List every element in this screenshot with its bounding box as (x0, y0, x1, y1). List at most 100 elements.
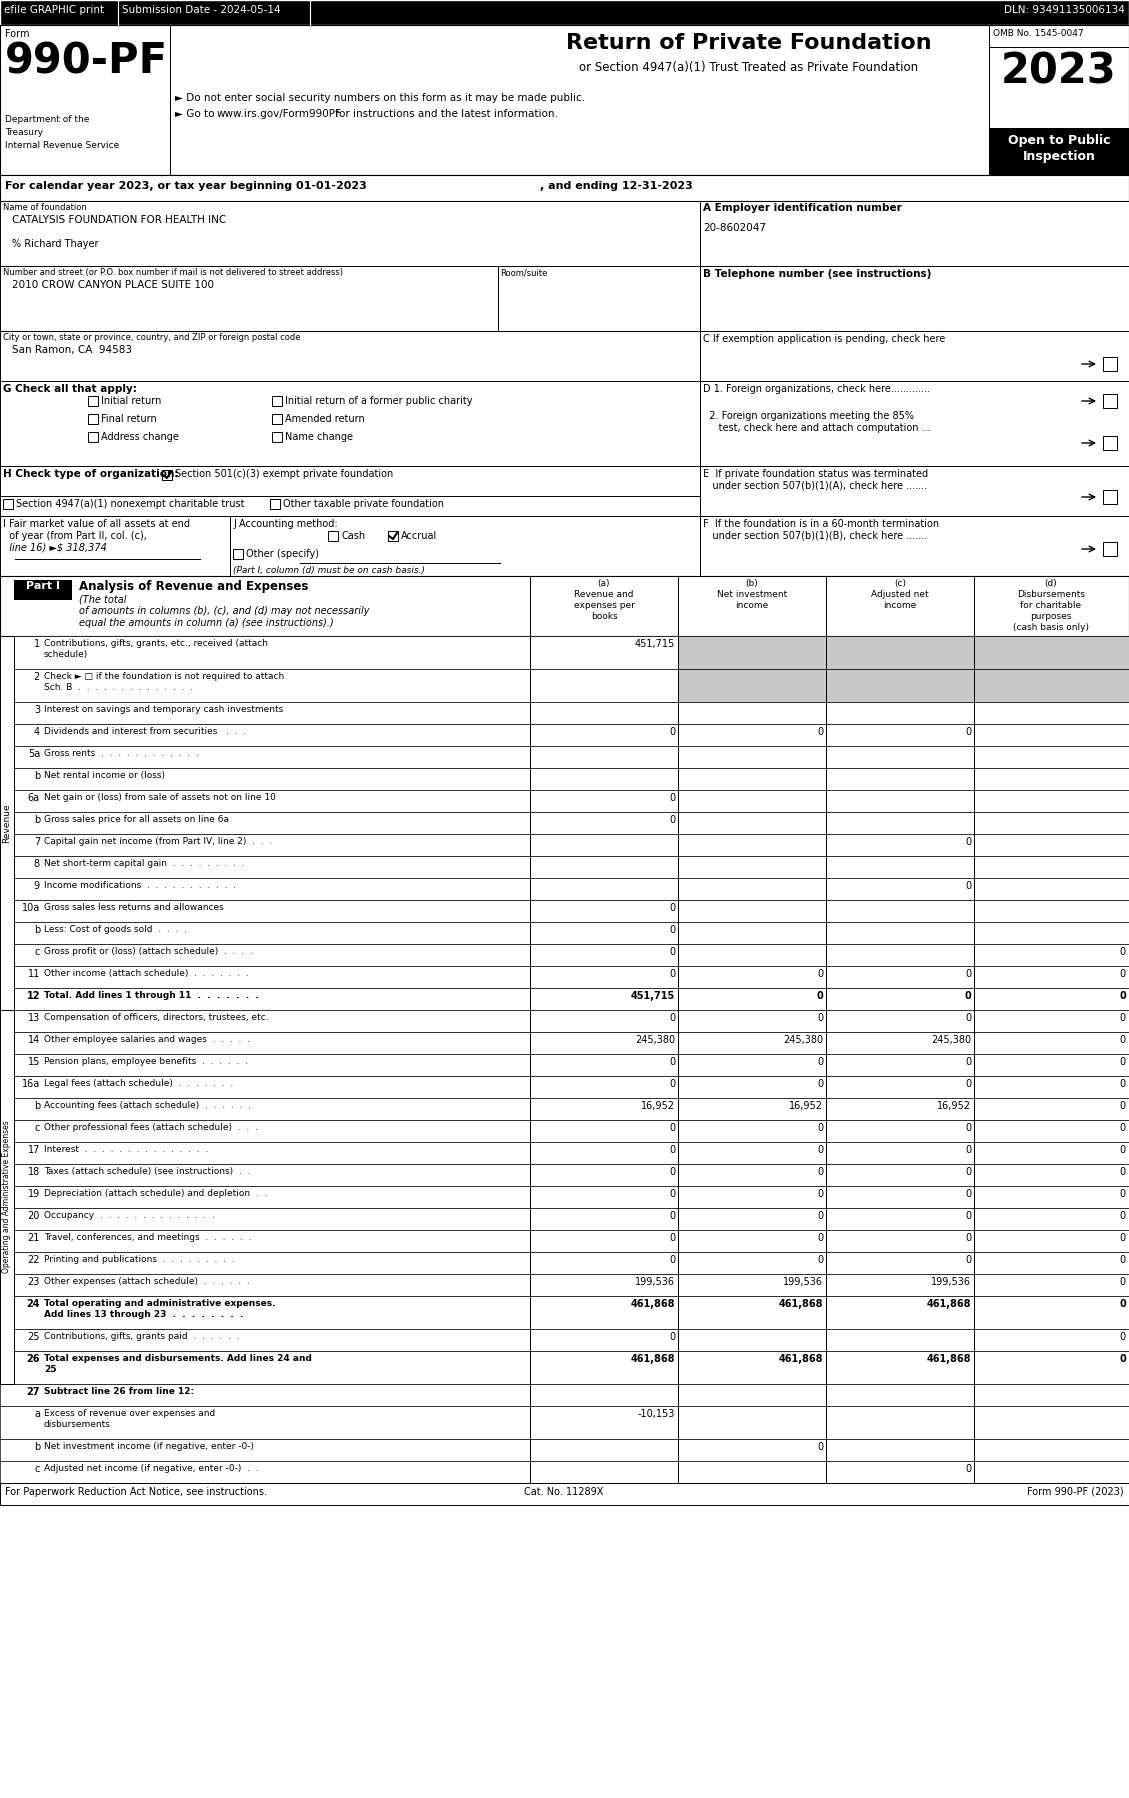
Bar (0, 1329, 1129, 1350)
Bar (700, 201, 1129, 575)
Text: 0: 0 (817, 1057, 823, 1066)
Text: Disbursements: Disbursements (1017, 590, 1085, 599)
Text: 0: 0 (1119, 1354, 1126, 1365)
Text: Net investment income (if negative, enter -0-): Net investment income (if negative, ente… (44, 1442, 254, 1451)
Text: F  If the foundation is in a 60-month termination: F If the foundation is in a 60-month ter… (703, 520, 939, 529)
Text: 0: 0 (817, 1167, 823, 1178)
Text: (Part I, column (d) must be on cash basis.): (Part I, column (d) must be on cash basi… (233, 566, 425, 575)
Text: A Employer identification number: A Employer identification number (703, 203, 902, 212)
Bar (826, 669, 974, 701)
Text: 24: 24 (26, 1298, 40, 1309)
Text: of year (from Part II, col. (c),: of year (from Part II, col. (c), (3, 530, 147, 541)
Text: B Telephone number (see instructions): B Telephone number (see instructions) (703, 270, 931, 279)
Text: or Section 4947(a)(1) Trust Treated as Private Foundation: or Section 4947(a)(1) Trust Treated as P… (579, 61, 919, 74)
Text: Amended return: Amended return (285, 414, 365, 424)
Text: Compensation of officers, directors, trustees, etc.: Compensation of officers, directors, tru… (44, 1012, 269, 1021)
Text: Net investment: Net investment (717, 590, 787, 599)
Text: 16,952: 16,952 (641, 1100, 675, 1111)
Text: Interest on savings and temporary cash investments: Interest on savings and temporary cash i… (44, 705, 283, 714)
Text: 0: 0 (668, 1124, 675, 1133)
Text: Form: Form (5, 29, 29, 40)
Text: 13: 13 (28, 1012, 40, 1023)
Text: Total operating and administrative expenses.: Total operating and administrative expen… (44, 1298, 275, 1307)
Text: Open to Public: Open to Public (1008, 135, 1110, 147)
Text: 0: 0 (817, 1212, 823, 1221)
Text: Adjusted net: Adjusted net (872, 590, 929, 599)
Bar (0, 877, 1129, 901)
Bar (0, 1099, 1129, 1120)
Text: 461,868: 461,868 (630, 1298, 675, 1309)
Text: b: b (34, 771, 40, 780)
Text: b: b (34, 814, 40, 825)
Text: under section 507(b)(1)(B), check here .......: under section 507(b)(1)(B), check here .… (703, 530, 927, 541)
Bar (0, 174, 1129, 201)
Text: CATALYSIS FOUNDATION FOR HEALTH INC: CATALYSIS FOUNDATION FOR HEALTH INC (12, 216, 226, 225)
Text: DLN: 93491135006134: DLN: 93491135006134 (1004, 5, 1124, 14)
Text: Other expenses (attach schedule)  .  .  .  .  .  .: Other expenses (attach schedule) . . . .… (44, 1277, 250, 1286)
Text: Accounting fees (attach schedule)  .  .  .  .  .  .: Accounting fees (attach schedule) . . . … (44, 1100, 251, 1109)
Text: Legal fees (attach schedule)  .  .  .  .  .  .  .: Legal fees (attach schedule) . . . . . .… (44, 1079, 234, 1088)
Bar (0, 0, 1129, 25)
Text: Dividends and interest from securities   .  .  .: Dividends and interest from securities .… (44, 726, 246, 735)
Bar (0, 1142, 1129, 1163)
Text: 17: 17 (27, 1145, 40, 1154)
Text: c: c (35, 1464, 40, 1474)
Bar (0, 636, 14, 1010)
Text: C If exemption application is pending, check here: C If exemption application is pending, c… (703, 334, 945, 343)
Text: Interest  .  .  .  .  .  .  .  .  .  .  .  .  .  .  .: Interest . . . . . . . . . . . . . . . (44, 1145, 209, 1154)
Bar (0, 0, 1129, 25)
Bar (0, 834, 1129, 856)
Text: 23: 23 (27, 1277, 40, 1287)
Text: 0: 0 (817, 1012, 823, 1023)
Text: b: b (34, 1442, 40, 1453)
Bar (0, 1296, 1129, 1329)
Text: a: a (34, 1410, 40, 1419)
Text: 0: 0 (668, 1145, 675, 1154)
Text: test, check here and attach computation ...: test, check here and attach computation … (703, 423, 930, 433)
Bar (0, 1350, 1129, 1384)
Bar (0, 1230, 1129, 1251)
Bar (0, 746, 1129, 768)
Text: Other employee salaries and wages  .  .  .  .  .: Other employee salaries and wages . . . … (44, 1036, 250, 1045)
Text: 0: 0 (1120, 1188, 1126, 1199)
Bar (270, 500, 280, 509)
Bar (0, 768, 1129, 789)
Text: 199,536: 199,536 (784, 1277, 823, 1287)
Bar (679, 669, 826, 701)
Text: 461,868: 461,868 (927, 1354, 971, 1365)
Bar (0, 201, 700, 266)
Bar (14, 581, 72, 601)
Text: Net short-term capital gain  .  .  .  .  .  .  .  .  .: Net short-term capital gain . . . . . . … (44, 859, 245, 868)
Text: 25: 25 (44, 1365, 56, 1374)
Bar (974, 636, 1129, 669)
Text: 10a: 10a (21, 903, 40, 913)
Text: 0: 0 (816, 991, 823, 1001)
Text: Total. Add lines 1 through 11  .  .  .  .  .  .  .: Total. Add lines 1 through 11 . . . . . … (44, 991, 259, 1000)
Bar (1103, 435, 1117, 450)
Bar (0, 987, 1129, 1010)
Text: 0: 0 (1120, 969, 1126, 978)
Text: ► Do not enter social security numbers on this form as it may be made public.: ► Do not enter social security numbers o… (175, 93, 585, 102)
Text: 245,380: 245,380 (782, 1036, 823, 1045)
Text: 0: 0 (668, 814, 675, 825)
Text: 0: 0 (817, 1079, 823, 1090)
Text: for charitable: for charitable (1021, 601, 1082, 610)
Text: Name of foundation: Name of foundation (3, 203, 87, 212)
Text: Initial return of a former public charity: Initial return of a former public charit… (285, 396, 473, 406)
Bar (0, 1251, 1129, 1275)
Text: Gross sales less returns and allowances: Gross sales less returns and allowances (44, 903, 224, 912)
Text: 0: 0 (965, 1145, 971, 1154)
Text: (d): (d) (1044, 579, 1058, 588)
Text: 15: 15 (27, 1057, 40, 1066)
Text: Department of the: Department of the (5, 115, 89, 124)
Text: Cash: Cash (341, 530, 365, 541)
Text: Number and street (or P.O. box number if mail is not delivered to street address: Number and street (or P.O. box number if… (3, 268, 343, 277)
Bar (0, 1010, 14, 1384)
Text: Income modifications  .  .  .  .  .  .  .  .  .  .  .: Income modifications . . . . . . . . . .… (44, 881, 236, 890)
Text: purposes: purposes (1031, 611, 1071, 620)
Bar (0, 1163, 1129, 1187)
Text: 0: 0 (817, 1233, 823, 1242)
Text: Section 501(c)(3) exempt private foundation: Section 501(c)(3) exempt private foundat… (175, 469, 393, 478)
Text: (cash basis only): (cash basis only) (1013, 622, 1089, 633)
Bar (0, 1462, 1129, 1483)
